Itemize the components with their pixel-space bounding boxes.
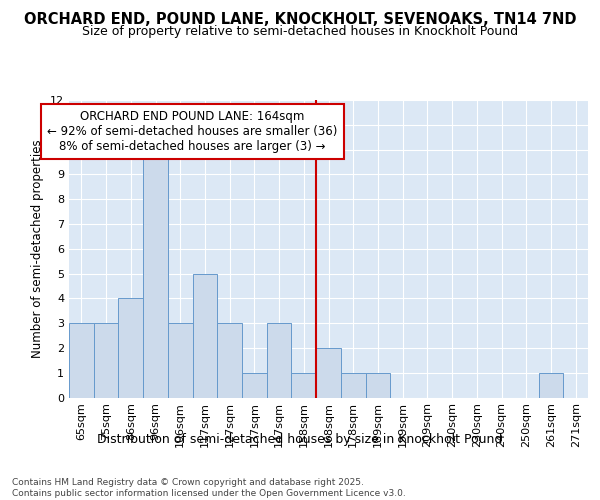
Text: Contains HM Land Registry data © Crown copyright and database right 2025.
Contai: Contains HM Land Registry data © Crown c… — [12, 478, 406, 498]
Bar — [292, 372, 316, 398]
Bar — [242, 372, 267, 398]
Text: Size of property relative to semi-detached houses in Knockholt Pound: Size of property relative to semi-detach… — [82, 25, 518, 38]
Bar — [539, 372, 563, 398]
Bar — [69, 323, 94, 398]
Bar — [341, 372, 365, 398]
Bar — [118, 298, 143, 398]
Bar — [193, 274, 217, 398]
Bar — [143, 150, 168, 398]
Bar — [168, 323, 193, 398]
Bar — [94, 323, 118, 398]
Text: ORCHARD END, POUND LANE, KNOCKHOLT, SEVENOAKS, TN14 7ND: ORCHARD END, POUND LANE, KNOCKHOLT, SEVE… — [24, 12, 576, 28]
Bar — [267, 323, 292, 398]
Bar — [365, 372, 390, 398]
Text: Distribution of semi-detached houses by size in Knockholt Pound: Distribution of semi-detached houses by … — [97, 432, 503, 446]
Text: ORCHARD END POUND LANE: 164sqm
← 92% of semi-detached houses are smaller (36)
8%: ORCHARD END POUND LANE: 164sqm ← 92% of … — [47, 110, 338, 153]
Bar — [316, 348, 341, 398]
Y-axis label: Number of semi-detached properties: Number of semi-detached properties — [31, 140, 44, 358]
Bar — [217, 323, 242, 398]
